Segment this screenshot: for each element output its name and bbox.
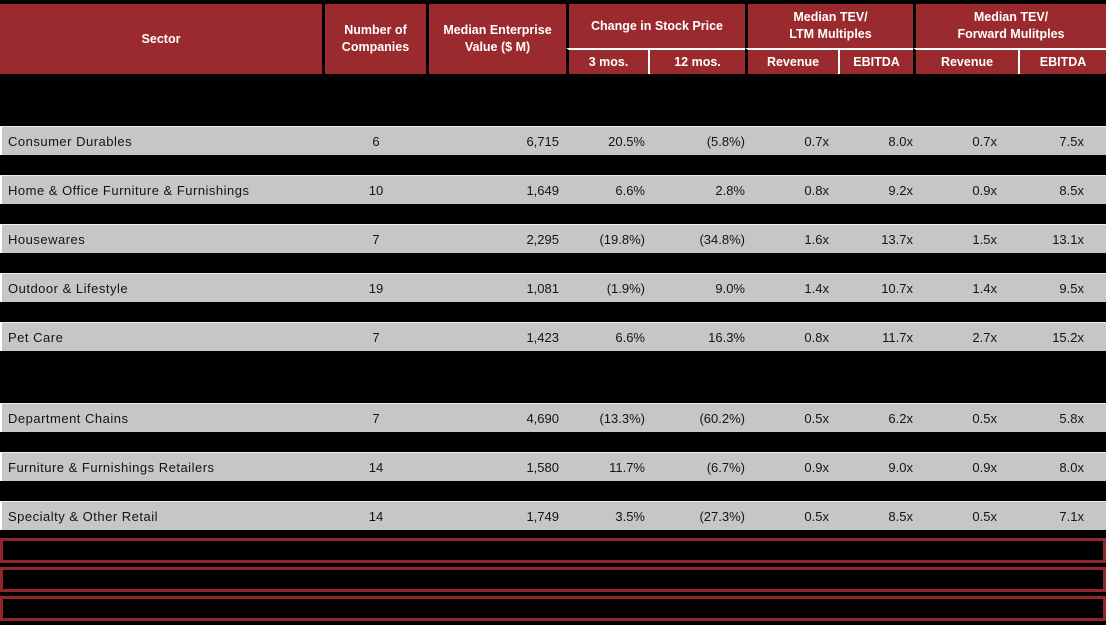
cell-number-of-companies: 14 xyxy=(368,508,384,524)
cell-change-12mos: (60.2%) xyxy=(699,410,745,426)
cell-ltm-ebitda-multiple: 10.7x xyxy=(881,280,913,296)
cell-ltm-revenue-multiple: 1.4x xyxy=(804,280,829,296)
cell-fwd-ebitda-multiple: 5.8x xyxy=(1059,410,1084,426)
cell-fwd-ebitda-multiple: 15.2x xyxy=(1052,329,1084,345)
header-number-of-companies: Number of Companies xyxy=(322,4,426,74)
cell-median-enterprise-value: 1,423 xyxy=(526,329,559,345)
header-median-enterprise-value: Median Enterprise Value ($ M) xyxy=(426,4,566,74)
cell-ltm-ebitda-multiple: 8.0x xyxy=(888,133,913,149)
cell-number-of-companies: 14 xyxy=(368,459,384,475)
header-group-change-in-stock-price: Change in Stock Price xyxy=(566,4,745,48)
cell-median-enterprise-value: 1,580 xyxy=(526,459,559,475)
cell-fwd-revenue-multiple: 1.5x xyxy=(972,231,997,247)
cell-ltm-revenue-multiple: 0.9x xyxy=(804,459,829,475)
cell-sector: Consumer Durables xyxy=(8,133,133,149)
cell-change-12mos: 16.3% xyxy=(708,329,745,345)
header-sub-fwd-ebitda: EBITDA xyxy=(1018,48,1106,74)
cell-sector: Furniture & Furnishings Retailers xyxy=(8,459,215,475)
cell-fwd-revenue-multiple: 0.9x xyxy=(972,182,997,198)
cell-change-3mos: 11.7% xyxy=(609,459,645,475)
header-sub-3mos: 3 mos. xyxy=(566,48,648,74)
table-row: Housewares 7 2,295 (19.8%) (34.8%) 1.6x … xyxy=(0,224,1106,253)
header-sub-12mos: 12 mos. xyxy=(648,48,745,74)
table-row: Specialty & Other Retail 14 1,749 3.5% (… xyxy=(0,501,1106,530)
cell-change-12mos: 2.8% xyxy=(715,182,745,198)
cell-change-3mos: (1.9%) xyxy=(606,280,645,296)
cell-change-12mos: 9.0% xyxy=(715,280,745,296)
redacted-row xyxy=(0,567,1106,592)
cell-number-of-companies: 6 xyxy=(372,133,380,149)
header-group-median-tev-forward: Median TEV/ Forward Mulitples xyxy=(913,4,1106,48)
cell-ltm-revenue-multiple: 0.8x xyxy=(804,329,829,345)
cell-number-of-companies: 7 xyxy=(372,231,380,247)
cell-fwd-ebitda-multiple: 7.1x xyxy=(1059,508,1084,524)
cell-median-enterprise-value: 1,081 xyxy=(526,280,559,296)
cell-fwd-revenue-multiple: 0.9x xyxy=(972,459,997,475)
cell-ltm-ebitda-multiple: 11.7x xyxy=(882,329,913,345)
cell-sector: Home & Office Furniture & Furnishings xyxy=(8,182,250,198)
cell-ltm-revenue-multiple: 0.7x xyxy=(804,133,829,149)
cell-fwd-revenue-multiple: 0.5x xyxy=(972,410,997,426)
cell-change-3mos: 20.5% xyxy=(608,133,645,149)
cell-change-3mos: (19.8%) xyxy=(599,231,645,247)
cell-ltm-ebitda-multiple: 9.2x xyxy=(888,182,913,198)
header-sub-ltm-revenue: Revenue xyxy=(745,48,838,74)
cell-fwd-ebitda-multiple: 8.5x xyxy=(1059,182,1084,198)
table-row: Department Chains 7 4,690 (13.3%) (60.2%… xyxy=(0,403,1106,432)
table-row: Consumer Durables 6 6,715 20.5% (5.8%) 0… xyxy=(0,126,1106,155)
cell-fwd-ebitda-multiple: 13.1x xyxy=(1052,231,1084,247)
cell-fwd-revenue-multiple: 0.5x xyxy=(972,508,997,524)
table-header: Sector Number of Companies Median Enterp… xyxy=(0,4,1106,74)
header-group-median-tev-ltm: Median TEV/ LTM Multiples xyxy=(745,4,913,48)
redacted-row xyxy=(0,538,1106,563)
cell-number-of-companies: 10 xyxy=(368,182,384,198)
cell-fwd-revenue-multiple: 1.4x xyxy=(972,280,997,296)
cell-ltm-revenue-multiple: 0.5x xyxy=(804,508,829,524)
redacted-rows xyxy=(0,538,1106,621)
cell-ltm-revenue-multiple: 1.6x xyxy=(804,231,829,247)
cell-sector: Pet Care xyxy=(8,329,64,345)
cell-fwd-revenue-multiple: 2.7x xyxy=(972,329,997,345)
cell-number-of-companies: 7 xyxy=(372,329,380,345)
table-row: Furniture & Furnishings Retailers 14 1,5… xyxy=(0,452,1106,481)
cell-fwd-ebitda-multiple: 9.5x xyxy=(1059,280,1084,296)
table-body: Consumer Durables 6 6,715 20.5% (5.8%) 0… xyxy=(0,126,1106,530)
table-row: Outdoor & Lifestyle 19 1,081 (1.9%) 9.0%… xyxy=(0,273,1106,302)
cell-number-of-companies: 7 xyxy=(372,410,380,426)
cell-change-3mos: 6.6% xyxy=(615,329,645,345)
cell-fwd-ebitda-multiple: 8.0x xyxy=(1059,459,1084,475)
cell-fwd-revenue-multiple: 0.7x xyxy=(972,133,997,149)
cell-change-12mos: (6.7%) xyxy=(706,459,745,475)
cell-ltm-ebitda-multiple: 13.7x xyxy=(881,231,913,247)
cell-change-3mos: 3.5% xyxy=(615,508,645,524)
cell-ltm-ebitda-multiple: 9.0x xyxy=(888,459,913,475)
cell-median-enterprise-value: 1,649 xyxy=(526,182,559,198)
header-sector: Sector xyxy=(0,4,322,74)
cell-median-enterprise-value: 6,715 xyxy=(526,133,559,149)
cell-sector: Specialty & Other Retail xyxy=(8,508,159,524)
cell-change-12mos: (27.3%) xyxy=(699,508,745,524)
cell-change-3mos: (13.3%) xyxy=(599,410,645,426)
cell-fwd-ebitda-multiple: 7.5x xyxy=(1059,133,1084,149)
redacted-row xyxy=(0,596,1106,621)
cell-ltm-ebitda-multiple: 6.2x xyxy=(888,410,913,426)
cell-change-12mos: (34.8%) xyxy=(699,231,745,247)
cell-ltm-revenue-multiple: 0.8x xyxy=(804,182,829,198)
table-row: Pet Care 7 1,423 6.6% 16.3% 0.8x 11.7x 2… xyxy=(0,322,1106,351)
cell-ltm-ebitda-multiple: 8.5x xyxy=(888,508,913,524)
table-row: Home & Office Furniture & Furnishings 10… xyxy=(0,175,1106,204)
cell-number-of-companies: 19 xyxy=(368,280,384,296)
header-sub-ltm-ebitda: EBITDA xyxy=(838,48,913,74)
cell-ltm-revenue-multiple: 0.5x xyxy=(804,410,829,426)
cell-sector: Outdoor & Lifestyle xyxy=(8,280,129,296)
cell-median-enterprise-value: 1,749 xyxy=(526,508,559,524)
header-sub-fwd-revenue: Revenue xyxy=(913,48,1018,74)
cell-change-12mos: (5.8%) xyxy=(706,133,745,149)
cell-median-enterprise-value: 2,295 xyxy=(526,231,559,247)
cell-sector: Department Chains xyxy=(8,410,129,426)
cell-change-3mos: 6.6% xyxy=(615,182,645,198)
cell-sector: Housewares xyxy=(8,231,86,247)
cell-median-enterprise-value: 4,690 xyxy=(526,410,559,426)
